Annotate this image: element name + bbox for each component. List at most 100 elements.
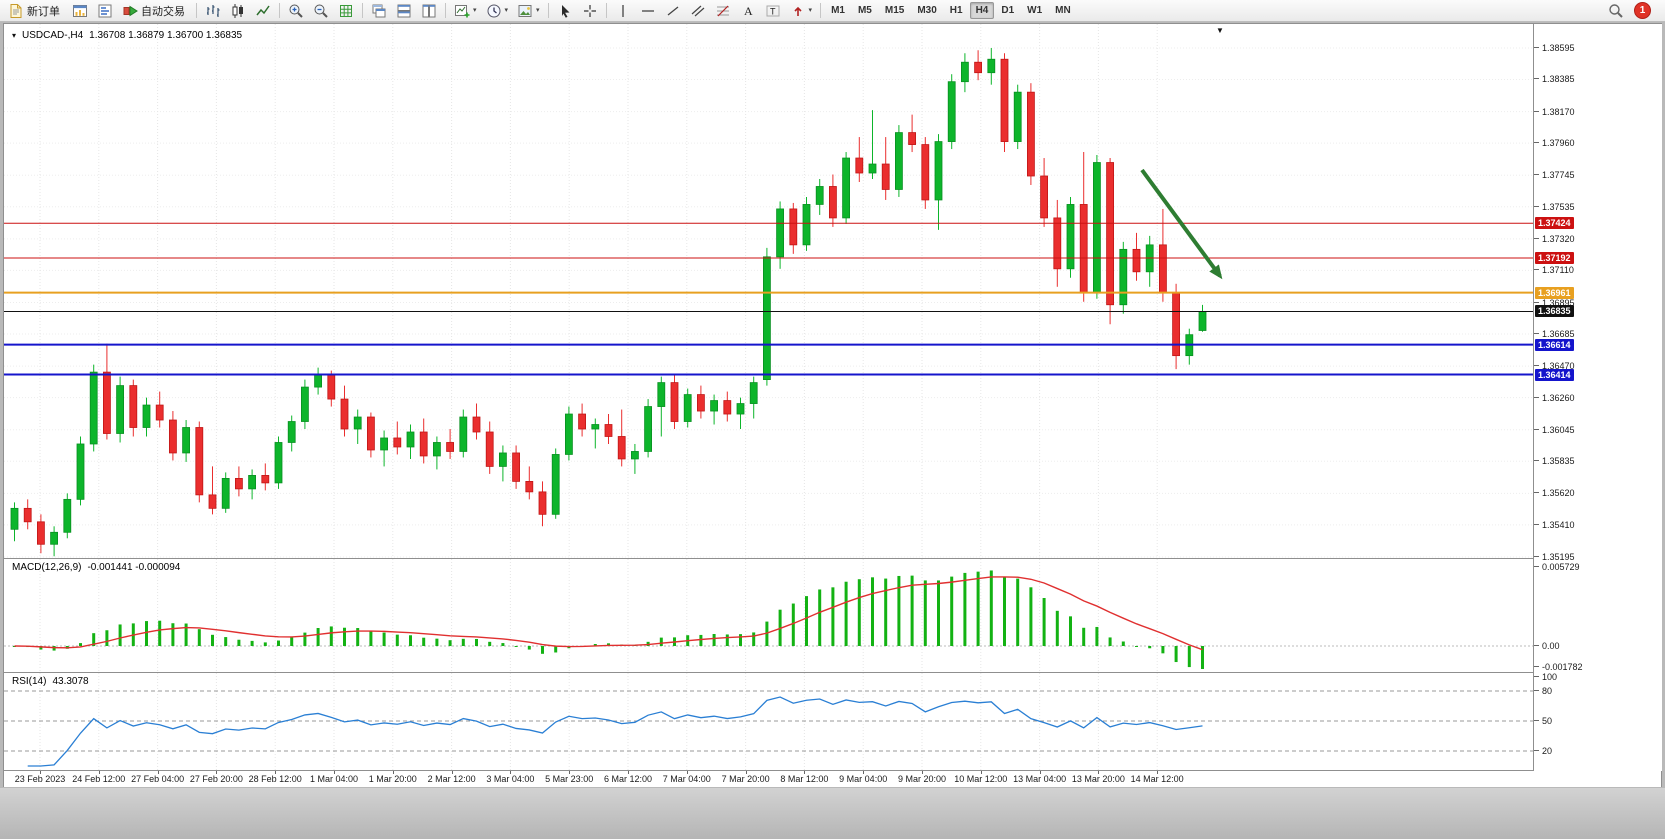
candle: [895, 132, 903, 190]
crosshair-tool-button[interactable]: [578, 1, 602, 21]
candle: [472, 416, 481, 433]
candle: [947, 81, 956, 142]
search-button[interactable]: [1604, 1, 1628, 21]
candle: [1053, 217, 1062, 270]
candle: [208, 494, 217, 509]
timeframe-w1-button[interactable]: W1: [1021, 2, 1048, 19]
macd-histogram-bar: [184, 623, 188, 646]
price-tick: 1.36470: [1534, 361, 1575, 372]
horizontal-line-tool-button[interactable]: [636, 1, 660, 21]
candle: [551, 454, 560, 515]
fibonacci-tool-button[interactable]: [711, 1, 735, 21]
candle: [182, 427, 191, 454]
macd-histogram-bar: [488, 641, 492, 646]
chart-window-icon: [73, 4, 87, 17]
chart-shift-marker-icon[interactable]: ▼: [1216, 26, 1224, 35]
candle: [604, 424, 613, 437]
zoom-out-button[interactable]: [309, 1, 333, 21]
candle: [1000, 58, 1009, 142]
new-order-icon: [10, 3, 22, 18]
macd-panel[interactable]: [4, 559, 1533, 672]
channel-tool-button[interactable]: [686, 1, 710, 21]
grid-button[interactable]: [334, 1, 358, 21]
macd-histogram-bar: [1201, 646, 1204, 669]
price-tag: 1.36961: [1535, 286, 1574, 299]
price-tick: 1.35620: [1534, 488, 1575, 499]
new-chart-button[interactable]: ▾: [450, 1, 481, 21]
candle: [419, 431, 428, 457]
macd-histogram-bar: [435, 638, 439, 646]
timeframe-h1-button[interactable]: H1: [944, 2, 969, 19]
dropdown-caret-icon: ▾: [808, 6, 813, 14]
clock-icon: [487, 4, 501, 17]
macd-histogram-bar: [1003, 576, 1006, 646]
candle: [380, 437, 389, 451]
macd-histogram-bar: [369, 630, 373, 646]
tile-horizontally-button[interactable]: [392, 1, 416, 21]
macd-histogram-bar: [224, 637, 228, 646]
candle: [815, 186, 824, 205]
new-order-button[interactable]: 新订单: [4, 1, 67, 21]
price-chart[interactable]: [4, 24, 1533, 558]
text-label-tool-button[interactable]: T: [761, 1, 785, 21]
zoom-in-button[interactable]: [284, 1, 308, 21]
rsi-panel[interactable]: [4, 673, 1533, 770]
macd-histogram-bar: [475, 638, 478, 646]
dropdown-caret-icon: ▾: [536, 6, 540, 14]
macd-histogram-bar: [897, 575, 901, 646]
candle: [155, 404, 164, 421]
autotrading-button[interactable]: 自动交易: [118, 1, 192, 21]
date-axis[interactable]: 23 Feb 2023 24 Feb 12:00 27 Feb 04:00 27 Fe…: [4, 771, 1661, 787]
timeframe-m30-button[interactable]: M30: [911, 2, 942, 19]
cascade-windows-button[interactable]: [367, 1, 391, 21]
macd-histogram-bar: [501, 643, 505, 646]
tile-vertically-button[interactable]: [417, 1, 441, 21]
macd-histogram-bar: [263, 642, 267, 646]
date-label: 13 Mar 04:00: [1013, 774, 1067, 784]
candle: [37, 521, 45, 545]
macd-name: MACD(12,26,9): [12, 562, 82, 573]
date-label: 3 Mar 04:00: [486, 774, 535, 784]
candle: [142, 404, 151, 428]
timeframe-mn-button[interactable]: MN: [1049, 2, 1077, 19]
charts-button[interactable]: [68, 1, 92, 21]
vertical-line-tool-button[interactable]: [611, 1, 635, 21]
date-tick: [275, 771, 277, 774]
date-tick: [510, 771, 512, 774]
chart-window: ▾ USDCAD-,H4 1.36708 1.36879 1.36700 1.3…: [3, 23, 1662, 787]
dropdown-caret-icon: ▾: [473, 6, 477, 14]
macd-histogram-bar: [1108, 637, 1112, 646]
toolbar-separator: [445, 3, 446, 18]
periods-button[interactable]: ▾: [482, 1, 513, 21]
bar-chart-button[interactable]: [201, 1, 225, 21]
timeframe-d1-button[interactable]: D1: [995, 2, 1020, 19]
price-tag: 1.36414: [1535, 368, 1574, 381]
price-scale[interactable]: 1.38595 1.38385 1.38170 1.37960 1.37745 1.375…: [1533, 24, 1662, 771]
macd-histogram-bar: [554, 646, 558, 653]
notification-badge[interactable]: 1: [1634, 2, 1651, 19]
toolbar-separator: [196, 3, 197, 18]
macd-histogram-bar: [1029, 587, 1033, 646]
date-tick: [980, 771, 982, 774]
text-tool-button[interactable]: A: [736, 1, 760, 21]
timeframe-h4-button[interactable]: H4: [969, 2, 995, 19]
panel-divider[interactable]: [4, 770, 1661, 771]
macd-histogram-bar: [514, 646, 518, 647]
candlestick-chart-button[interactable]: [226, 1, 250, 21]
annotation-arrow[interactable]: [1140, 168, 1223, 280]
market-watch-button[interactable]: [93, 1, 117, 21]
timeframe-m5-button[interactable]: M5: [852, 2, 878, 19]
candle: [591, 424, 600, 430]
timeframe-m1-button[interactable]: M1: [825, 2, 851, 19]
cursor-tool-button[interactable]: [553, 1, 577, 21]
line-chart-button[interactable]: [251, 1, 275, 21]
trendline-tool-button[interactable]: [661, 1, 685, 21]
timeframe-m15-button[interactable]: M15: [879, 2, 910, 19]
candle: [802, 204, 811, 246]
arrows-tool-button[interactable]: ▾: [786, 1, 817, 21]
templates-button[interactable]: ▾: [513, 1, 544, 21]
panel-divider[interactable]: [4, 558, 1661, 559]
macd-histogram-bar: [989, 570, 993, 646]
price-tag: 1.37424: [1535, 217, 1574, 230]
panel-divider[interactable]: [4, 672, 1661, 673]
